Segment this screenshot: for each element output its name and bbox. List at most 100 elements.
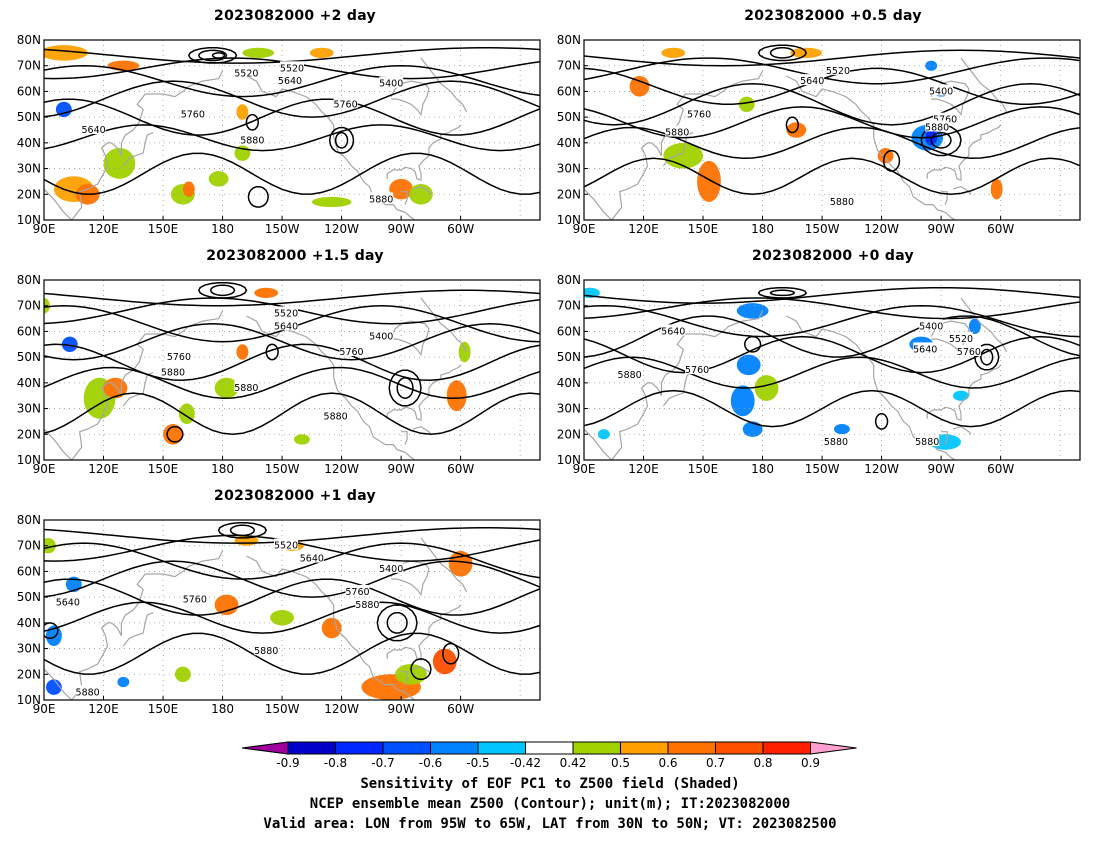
sensitivity-shading xyxy=(163,424,183,445)
contour-label: 5400 xyxy=(929,86,953,97)
x-tick-label: 150E xyxy=(148,462,179,476)
x-tick-label: 120W xyxy=(864,462,899,476)
x-tick-label: 90E xyxy=(33,462,56,476)
sensitivity-shading xyxy=(661,47,686,58)
z500-contour xyxy=(44,289,540,307)
contour-label: 5640 xyxy=(56,597,80,608)
z500-contour xyxy=(584,67,1080,105)
contour-label: 5520 xyxy=(234,68,258,79)
x-tick-label: 150W xyxy=(805,462,840,476)
z500-contour xyxy=(769,289,796,297)
colorbar-label: 0.9 xyxy=(801,756,820,770)
contour-label-bg xyxy=(948,332,973,344)
coastline xyxy=(412,425,432,435)
contour-label-bg xyxy=(345,585,370,596)
sensitivity-shading xyxy=(178,403,195,424)
contour-label-bg xyxy=(617,368,642,380)
contour-label-bg xyxy=(240,133,265,145)
x-tick-label: 60W xyxy=(447,462,474,476)
contour-label: 5880 xyxy=(824,437,848,448)
z500-contour xyxy=(44,392,540,436)
contour-label: 5640 xyxy=(661,326,685,337)
y-tick-label: 40N xyxy=(557,136,581,150)
coastline xyxy=(401,671,408,685)
contour-label-bg xyxy=(339,345,364,356)
contour-label-bg xyxy=(369,192,394,204)
contour-label: 5880 xyxy=(665,128,689,139)
y-tick-label: 50N xyxy=(557,350,581,364)
z500-contour xyxy=(197,281,248,299)
z500-contour xyxy=(920,124,962,157)
coastline xyxy=(246,75,416,220)
sensitivity-shading xyxy=(236,104,249,120)
coastline xyxy=(420,297,468,353)
z500-contour xyxy=(376,604,418,642)
contour-label-bg xyxy=(234,66,259,78)
sensitivity-shading xyxy=(730,385,755,417)
sensitivity-shading xyxy=(61,336,78,352)
sensitivity-shading xyxy=(242,47,275,58)
x-tick-label: 90E xyxy=(33,222,56,236)
y-tick-label: 20N xyxy=(17,187,41,201)
y-tick-label: 80N xyxy=(17,273,41,287)
contour-label-bg xyxy=(687,107,712,119)
z500-contour xyxy=(44,542,540,580)
sensitivity-shading xyxy=(736,303,769,319)
coastline xyxy=(412,185,432,195)
contour-label-bg xyxy=(379,561,404,573)
y-tick-label: 70N xyxy=(557,299,581,313)
contour-label-bg xyxy=(160,365,185,377)
z500-contour xyxy=(44,124,540,152)
z500-contour xyxy=(410,658,432,681)
contour-label: 5400 xyxy=(379,79,403,90)
contour-label: 5400 xyxy=(369,332,393,343)
contour-label: 5520 xyxy=(949,334,973,345)
contour-label: 5880 xyxy=(925,122,949,133)
contour-label: 5880 xyxy=(161,368,185,379)
y-tick-label: 60N xyxy=(557,84,581,98)
panel-title-2day: 2023082000 +2 day xyxy=(214,8,376,24)
z500-contour xyxy=(769,47,796,59)
map-frame xyxy=(43,39,541,221)
footer-caption-contour: NCEP ensemble mean Z500 (Contour); unit(… xyxy=(309,796,791,812)
footer-caption-valid-area: Valid area: LON from 95W to 65W, LAT fro… xyxy=(263,816,837,832)
colorbar-segment xyxy=(335,741,384,755)
y-tick-label: 60N xyxy=(17,564,41,578)
y-tick-label: 70N xyxy=(17,299,41,313)
sensitivity-shading xyxy=(968,318,981,334)
contour-label-bg xyxy=(933,112,958,124)
x-tick-label: 120E xyxy=(88,702,119,716)
contour-label-bg xyxy=(280,61,304,73)
x-tick-label: 150W xyxy=(805,222,840,236)
x-tick-label: 180 xyxy=(211,222,234,236)
colorbar-label: 0.8 xyxy=(753,756,772,770)
z500-contour xyxy=(44,578,540,616)
z500-contour xyxy=(980,348,994,366)
contour-label-bg xyxy=(369,329,394,341)
contour-label: 5400 xyxy=(919,321,943,332)
sensitivity-shading xyxy=(236,344,249,360)
z500-contour xyxy=(974,343,1000,371)
sensitivity-shading xyxy=(697,160,721,202)
contour-label: 5640 xyxy=(278,76,302,87)
x-tick-label: 120W xyxy=(324,222,359,236)
y-tick-label: 20N xyxy=(17,667,41,681)
panel-title-05day: 2023082000 +0.5 day xyxy=(744,8,922,24)
sensitivity-shading xyxy=(55,101,72,118)
contour-label: 5760 xyxy=(957,347,981,358)
y-tick-label: 30N xyxy=(17,402,41,416)
z500-contour xyxy=(584,157,1080,196)
z500-contour xyxy=(584,57,1080,85)
x-tick-label: 90W xyxy=(388,222,415,236)
sensitivity-shading xyxy=(754,375,779,401)
contour-label-bg xyxy=(299,551,324,563)
y-tick-label: 20N xyxy=(557,187,581,201)
x-tick-label: 180 xyxy=(211,702,234,716)
x-tick-label: 120W xyxy=(864,222,899,236)
z500-contour xyxy=(757,44,808,62)
contour-label: 5760 xyxy=(183,595,207,606)
x-tick-label: 180 xyxy=(751,222,774,236)
coastline xyxy=(420,57,468,113)
z500-contour xyxy=(44,632,540,675)
